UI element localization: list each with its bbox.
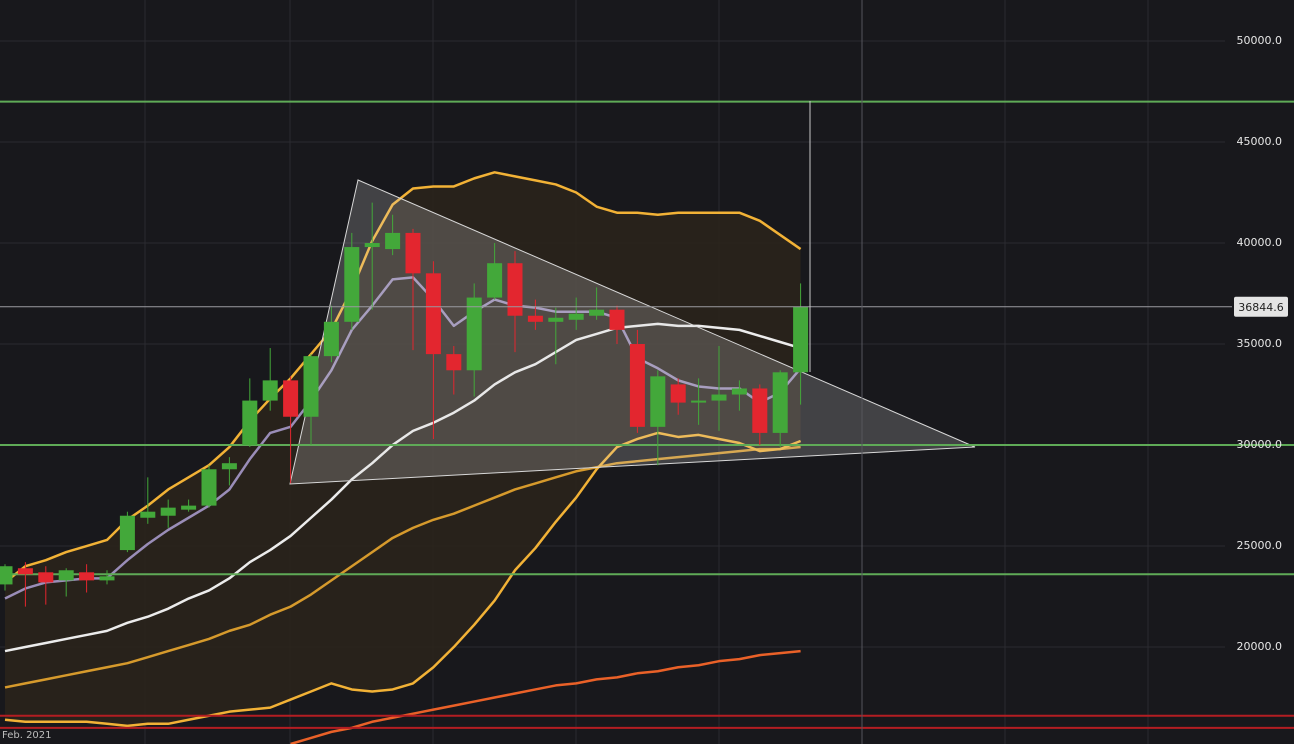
band-upper bbox=[4, 171, 802, 584]
y-tick-label: 40000.0 bbox=[1237, 236, 1283, 249]
candle-body bbox=[609, 309, 625, 330]
candle-body bbox=[405, 232, 421, 274]
candle-body bbox=[79, 572, 95, 581]
last-price-box bbox=[1234, 296, 1288, 317]
candle-body bbox=[160, 507, 176, 516]
candle-body bbox=[527, 315, 543, 322]
moving-average bbox=[4, 445, 801, 689]
candle-body bbox=[731, 388, 747, 395]
candle-body bbox=[0, 566, 13, 585]
candle-body bbox=[17, 568, 33, 575]
y-tick-label: 50000.0 bbox=[1237, 34, 1283, 47]
candle-body bbox=[364, 243, 380, 248]
candle-body bbox=[344, 247, 360, 322]
candle-body bbox=[99, 576, 115, 581]
candle-body bbox=[242, 400, 258, 446]
candle-body bbox=[568, 313, 584, 320]
band-lower bbox=[4, 431, 802, 728]
candle-body bbox=[589, 309, 605, 316]
y-tick-label: 45000.0 bbox=[1237, 135, 1283, 148]
candle-body bbox=[323, 321, 339, 357]
candle-body bbox=[262, 380, 278, 401]
candle-body bbox=[650, 376, 666, 427]
candle-body bbox=[487, 263, 503, 298]
candle-body bbox=[119, 515, 135, 551]
moving-average bbox=[4, 276, 802, 600]
candle-body bbox=[711, 394, 727, 401]
y-tick-label: 25000.0 bbox=[1237, 539, 1283, 552]
candle-body bbox=[793, 306, 809, 373]
band-middle bbox=[4, 322, 801, 653]
moving-average bbox=[290, 649, 801, 744]
candle-body bbox=[670, 384, 686, 403]
candle-body bbox=[283, 380, 299, 417]
candle-body bbox=[507, 263, 523, 316]
candle-body bbox=[691, 400, 707, 403]
candle-body bbox=[303, 356, 319, 417]
candle-body bbox=[58, 570, 74, 581]
candle-body bbox=[466, 297, 482, 371]
y-tick-label: 35000.0 bbox=[1237, 337, 1283, 350]
candle-body bbox=[38, 572, 54, 583]
candle-body bbox=[140, 511, 156, 518]
candle-body bbox=[752, 388, 768, 433]
y-tick-label: 30000.0 bbox=[1237, 438, 1283, 451]
candle-body bbox=[446, 354, 462, 371]
candle-body bbox=[201, 469, 217, 506]
candle-body bbox=[221, 463, 237, 470]
candle-body bbox=[425, 273, 441, 355]
candle-body bbox=[772, 372, 788, 433]
last-price-label: 36844.6 bbox=[1238, 301, 1284, 314]
candle-body bbox=[181, 505, 197, 510]
candle-body bbox=[629, 344, 645, 427]
candle-body bbox=[385, 232, 401, 250]
y-tick-label: 20000.0 bbox=[1237, 640, 1283, 653]
date-label: Feb. 2021 bbox=[2, 730, 52, 741]
candle-body bbox=[548, 317, 564, 322]
